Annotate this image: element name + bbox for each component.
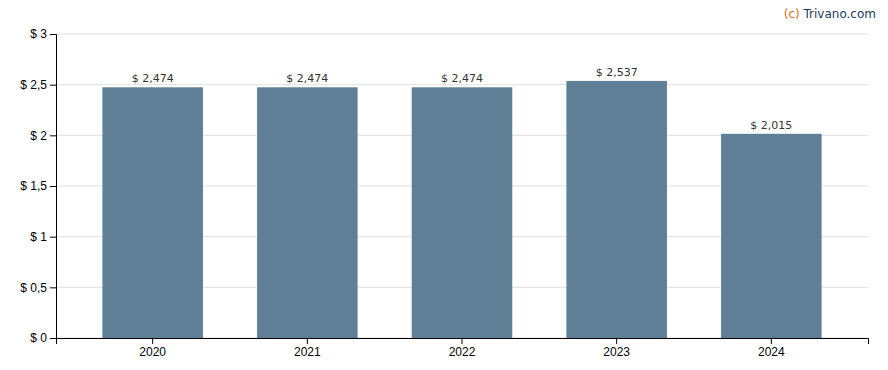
bars bbox=[102, 81, 821, 338]
bar bbox=[721, 134, 822, 338]
data-label: $ 2,537 bbox=[596, 66, 638, 79]
x-tick: 2020 bbox=[139, 338, 166, 359]
data-label: $ 2,474 bbox=[132, 72, 174, 85]
bar bbox=[102, 87, 203, 338]
chart: $ 0$ 0,5$ 1$ 1,5$ 2$ 2,5$ 32020202120222… bbox=[0, 0, 888, 370]
y-tick-mark bbox=[50, 338, 56, 339]
grid-line bbox=[56, 34, 868, 35]
y-tick-label: $ 2,5 bbox=[20, 78, 47, 92]
y-tick-label: $ 1 bbox=[30, 230, 47, 244]
x-tick-label: 2023 bbox=[603, 345, 630, 359]
y-tick: $ 2 bbox=[30, 129, 56, 143]
watermark-part: Trivano.com bbox=[800, 7, 876, 21]
data-label: $ 2,015 bbox=[750, 119, 792, 132]
y-axis-line bbox=[50, 35, 57, 339]
x-axis: 2020 2021 2022 2023 2024 bbox=[57, 338, 869, 359]
y-tick: $ 1 bbox=[30, 230, 56, 244]
y-tick-label: $ 1,5 bbox=[20, 179, 47, 193]
bar bbox=[257, 87, 358, 338]
watermark: (c) Trivano.com bbox=[784, 7, 876, 21]
y-tick-label: $ 0 bbox=[30, 331, 47, 345]
x-tick: 2024 bbox=[758, 338, 785, 359]
x-axis-line bbox=[57, 339, 869, 345]
grid bbox=[56, 34, 868, 338]
x-tick: 2021 bbox=[294, 338, 321, 359]
y-tick-mark bbox=[50, 287, 56, 288]
y-tick: $ 0 bbox=[30, 331, 56, 345]
y-tick: $ 1,5 bbox=[20, 179, 56, 193]
y-tick-label: $ 2 bbox=[30, 129, 47, 143]
data-label: $ 2,474 bbox=[286, 72, 328, 85]
y-tick-mark bbox=[50, 186, 56, 187]
x-tick-label: 2024 bbox=[758, 345, 785, 359]
y-tick-label: $ 0,5 bbox=[20, 281, 47, 295]
x-tick-label: 2021 bbox=[294, 345, 321, 359]
y-tick-label: $ 3 bbox=[30, 27, 47, 41]
y-tick-mark bbox=[50, 237, 56, 238]
y-tick-mark bbox=[50, 85, 56, 86]
x-tick-mark bbox=[462, 338, 463, 344]
x-tick-label: 2022 bbox=[449, 345, 476, 359]
y-tick: $ 3 bbox=[30, 27, 56, 41]
data-labels: $ 2,474 $ 2,474 $ 2,474 $ 2,537 $ 2,015 bbox=[132, 66, 793, 132]
x-tick-label: 2020 bbox=[139, 345, 166, 359]
plot-area: $ 0$ 0,5$ 1$ 1,5$ 2$ 2,5$ 32020202120222… bbox=[20, 27, 868, 358]
x-tick-mark bbox=[771, 338, 772, 344]
x-tick-mark bbox=[152, 338, 153, 344]
y-tick-mark bbox=[50, 34, 56, 35]
watermark-part: (c) bbox=[784, 7, 800, 21]
y-tick-mark bbox=[50, 135, 56, 136]
y-axis: $ 0 $ 0,5 $ 1 $ 1,5 $ 2 $ 2,5 $ 3 bbox=[20, 27, 56, 345]
y-tick: $ 2,5 bbox=[20, 78, 56, 92]
bar bbox=[566, 81, 667, 338]
y-tick: $ 0,5 bbox=[20, 281, 56, 295]
x-tick-mark bbox=[307, 338, 308, 344]
bar bbox=[412, 87, 513, 338]
x-tick: 2022 bbox=[449, 338, 476, 359]
x-tick: 2023 bbox=[603, 338, 630, 359]
data-label: $ 2,474 bbox=[441, 72, 483, 85]
x-tick-mark bbox=[616, 338, 617, 344]
